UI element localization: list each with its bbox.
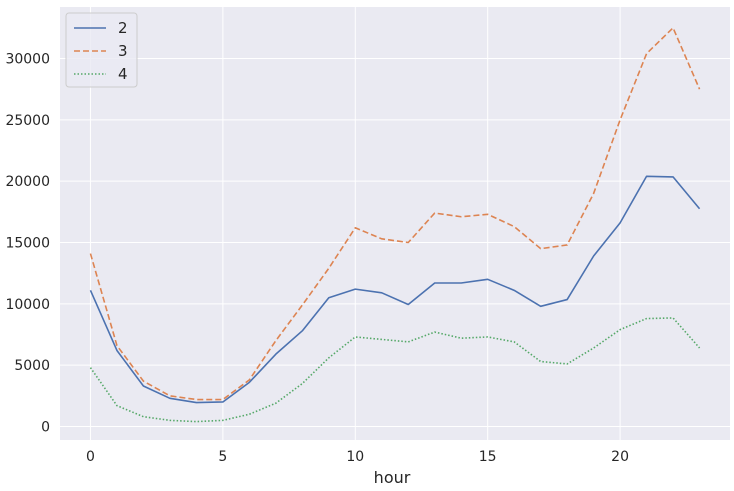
y-tick-labels: 0 5000 10000 15000 20000 25000 30000: [5, 52, 50, 436]
plot-area: [60, 7, 730, 440]
series-lines: [89, 27, 701, 423]
y-tick-label: 15000: [5, 236, 50, 252]
x-tick-label: 10: [346, 449, 364, 465]
series-line-4: [89, 317, 701, 423]
y-tick-label: 5000: [14, 358, 50, 374]
y-tick-label: 0: [41, 420, 50, 436]
x-tick-label: 5: [218, 449, 227, 465]
x-tick-label: 20: [611, 449, 629, 465]
series-line-2: [89, 175, 701, 404]
legend: 2 3 4: [65, 12, 138, 88]
legend-label-3: 3: [118, 42, 128, 60]
y-tick-label: 30000: [5, 52, 50, 68]
y-tick-label: 20000: [5, 174, 50, 190]
legend-box: [65, 12, 138, 88]
x-tick-label: 15: [479, 449, 497, 465]
x-tick-label: 0: [86, 449, 95, 465]
series-line-3: [89, 27, 701, 401]
x-tick-labels: 0 5 10 15 20: [86, 449, 629, 465]
x-axis-title: hour: [374, 468, 411, 487]
legend-label-2: 2: [118, 19, 128, 37]
y-tick-label: 10000: [5, 297, 50, 313]
y-tick-label: 25000: [5, 113, 50, 129]
legend-label-4: 4: [118, 65, 128, 83]
